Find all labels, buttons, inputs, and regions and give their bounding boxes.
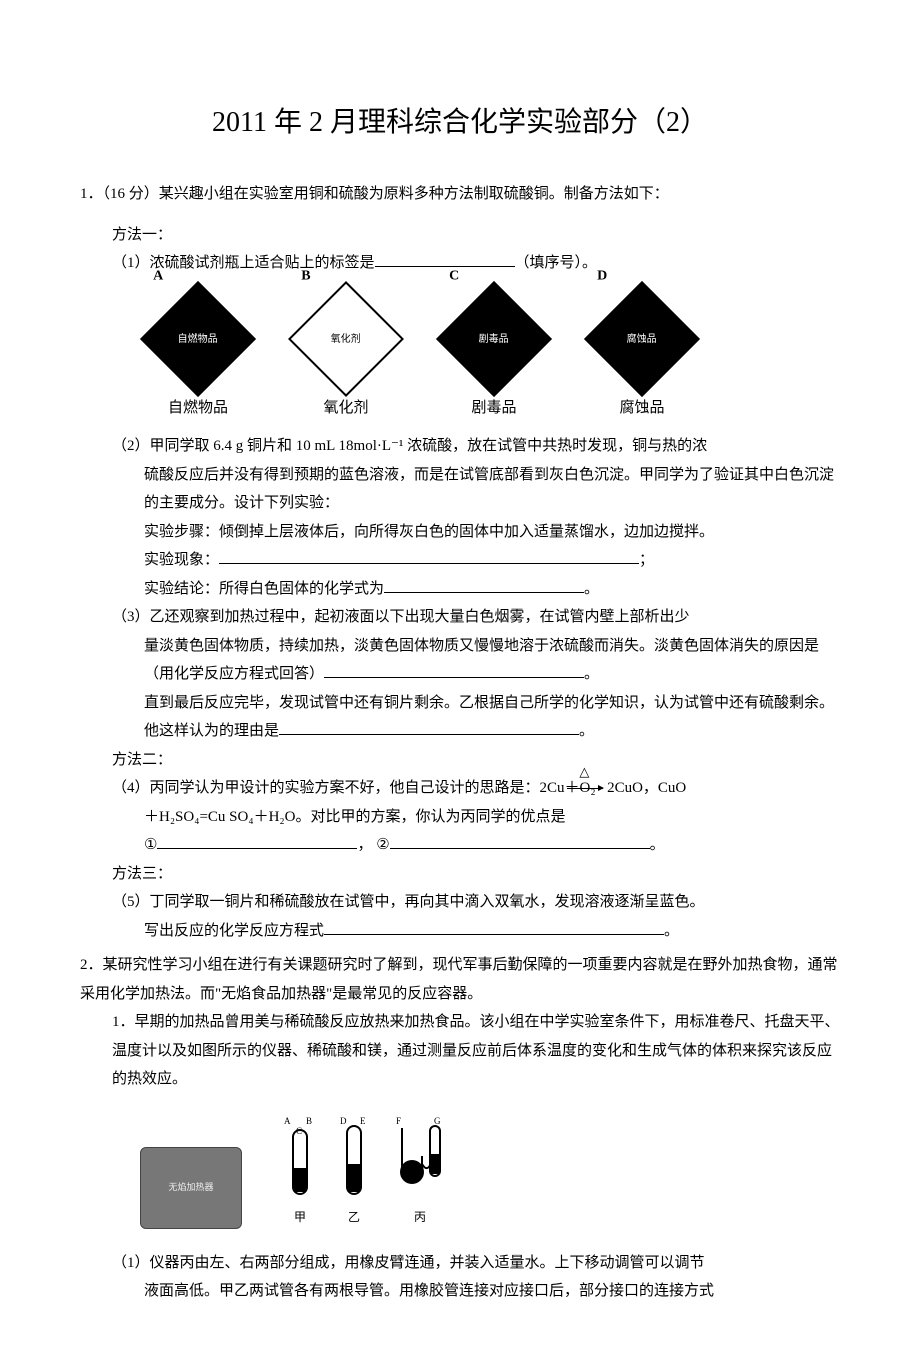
hazard-labels-row: A 自燃物品 自燃物品 B 氧化剂 氧化剂 C 剧毒品 剧毒品 <box>128 286 840 423</box>
blank-p3-reason <box>279 719 579 735</box>
hazard-c-name: 剧毒品 <box>471 394 516 423</box>
q1-p5-b: 写出反应的化学反应方程式 <box>144 923 324 939</box>
period-5: 。 <box>664 923 679 939</box>
tube-yi-label: 乙 <box>348 1206 360 1229</box>
q2-stem-a: 某研究性学习小组在进行有关课题研究时了解到，现代军事后勤保障的一项重要内容就是在… <box>80 957 838 1002</box>
question-1: 1．（16 分）某兴趣小组在实验室用铜和硫酸为原料多种方法制取硫酸铜。制备方法如… <box>80 180 840 209</box>
svg-text:G: G <box>434 1116 441 1126</box>
svg-text:E: E <box>360 1116 366 1126</box>
option-2-label: ② <box>376 831 389 860</box>
q1-part5-line1: （5）丁同学取一铜片和稀硫酸放在试管中，再向其中滴入双氧水，发现溶液逐渐呈蓝色。 <box>112 888 840 917</box>
q2-part1-line2: 液面高低。甲乙两试管各有两根导管。用橡胶管连接对应接口后，部分接口的连接方式 <box>144 1277 840 1306</box>
period-4: 。 <box>650 837 665 853</box>
reaction-arrow-icon <box>567 788 603 789</box>
period-3: 。 <box>579 723 594 739</box>
blank-opt2 <box>390 833 650 849</box>
q2-part1-line1: （1）仪器丙由左、右两部分组成，用橡皮臂连通，并装入适量水。上下移动调管可以调节 <box>112 1249 840 1278</box>
svg-text:A: A <box>284 1116 291 1126</box>
hazard-d-text: 腐蚀品 <box>627 333 657 344</box>
q1-stem: 某兴趣小组在实验室用铜和硫酸为原料多种方法制取硫酸铜。制备方法如下： <box>159 186 669 202</box>
q1-part4-options: ① ， ② 。 <box>144 831 840 860</box>
blank-p3-eq <box>324 662 584 678</box>
hazard-c: C 剧毒品 剧毒品 <box>424 286 564 423</box>
svg-text:D: D <box>340 1116 347 1126</box>
apparatus-photo: 无焰加热器 <box>140 1147 242 1229</box>
q1-p4-b: 2CuO，CuO <box>607 780 686 796</box>
hazard-c-letter: C <box>449 263 459 290</box>
q1-part1: （1）浓硫酸试剂瓶上适合贴上的标签是 （填序号）。 <box>112 249 840 278</box>
hazard-a-text: 自燃物品 <box>178 333 218 344</box>
period-1: 。 <box>584 581 599 597</box>
q1-part3-line3: 直到最后反应完毕，发现试管中还有铜片剩余。乙根据自己所学的化学知识，认为试管中还… <box>144 689 840 746</box>
q2-sub1-text: 早期的加热品曾用美与稀硫酸反应放热来加热食品。该小组在中学实验室条件下，用标准卷… <box>112 1014 840 1087</box>
tube-yi: DE 乙 <box>336 1114 372 1229</box>
blank-q1-1 <box>375 251 515 267</box>
hazard-b-letter: B <box>301 263 310 290</box>
blank-conc <box>384 577 584 593</box>
question-2: 2．某研究性学习小组在进行有关课题研究时了解到，现代军事后勤保障的一项重要内容就… <box>80 951 840 1008</box>
q1-part2-line2: 硫酸反应后并没有得到预期的蓝色溶液，而是在试管底部看到灰白色沉淀。甲同学为了验证… <box>144 461 840 518</box>
tube-jia-icon: AB C <box>282 1114 318 1204</box>
q1-part2-line1: （2）甲同学取 6.4 g 铜片和 10 mL 18mol·L⁻¹ 浓硫酸，放在… <box>112 432 840 461</box>
hazard-a-name: 自燃物品 <box>168 394 228 423</box>
q1-part3-line1: （3）乙还观察到加热过程中，起初液面以下出现大量白色烟雾，在试管内壁上部析出少 <box>112 603 840 632</box>
apparatus-tubes: AB C 甲 DE 乙 <box>282 1114 450 1229</box>
q1-part2-step: 实验步骤：倾倒掉上层液体后，向所得灰白色的固体中加入适量蒸馏水，边加边搅拌。 <box>144 518 840 547</box>
q1-p1-prefix: （1）浓硫酸试剂瓶上适合贴上的标签是 <box>112 255 375 271</box>
q1-part4-line1: （4）丙同学认为甲设计的实验方案不好，他自己设计的思路是：2Cu＋O₂ △ 2C… <box>112 774 840 803</box>
q1-part3-line2: 量淡黄色固体物质，持续加热，淡黄色固体物质又慢慢地溶于浓硫酸而消失。淡黄色固体消… <box>144 632 840 689</box>
tube-bing-icon: FG <box>390 1114 450 1204</box>
page-title: 2011 年 2 月理科综合化学实验部分（2） <box>80 100 840 140</box>
hazard-c-text: 剧毒品 <box>479 333 509 344</box>
hazard-a: A 自燃物品 自燃物品 <box>128 286 268 423</box>
hazard-b: B 氧化剂 氧化剂 <box>276 286 416 423</box>
q2-sub1-num: 1． <box>112 1014 135 1030</box>
hazard-d: D 腐蚀品 腐蚀品 <box>572 286 712 423</box>
hazard-d-letter: D <box>597 263 607 290</box>
tube-yi-icon: DE <box>336 1114 372 1204</box>
q1-part2-conc: 实验结论：所得白色固体的化学式为 。 <box>144 575 840 604</box>
q1-part5-line2: 写出反应的化学反应方程式 。 <box>144 917 840 946</box>
q2-number: 2． <box>80 957 103 973</box>
q2-sub1: 1．早期的加热品曾用美与稀硫酸反应放热来加热食品。该小组在中学实验室条件下，用标… <box>112 1008 840 1094</box>
tube-bing-label: 丙 <box>414 1206 426 1229</box>
apparatus-row: 无焰加热器 AB C 甲 DE <box>140 1114 840 1229</box>
hazard-c-diamond: C 剧毒品 <box>436 281 552 397</box>
hazard-a-diamond: A 自燃物品 <box>140 281 256 397</box>
hazard-b-name: 氧化剂 <box>323 394 368 423</box>
q1-part2-obs: 实验现象： ； <box>144 546 840 575</box>
blank-p5-eq <box>324 919 664 935</box>
heater-image-icon: 无焰加热器 <box>140 1147 242 1229</box>
q1-p2-conc-label: 实验结论：所得白色固体的化学式为 <box>144 581 384 597</box>
q1-p4-a: （4）丙同学认为甲设计的实验方案不好，他自己设计的思路是：2Cu＋O₂ <box>112 780 596 796</box>
svg-text:F: F <box>396 1116 401 1126</box>
q1-p1-suffix: （填序号）。 <box>515 255 598 271</box>
tube-jia: AB C 甲 <box>282 1114 318 1229</box>
hazard-d-diamond: D 腐蚀品 <box>584 281 700 397</box>
tube-jia-label: 甲 <box>294 1206 306 1229</box>
comma-1: ， <box>357 837 372 853</box>
hazard-a-letter: A <box>153 263 163 290</box>
semicolon-1: ； <box>639 552 654 568</box>
q1-number: 1．（16 分） <box>80 186 159 202</box>
blank-obs <box>219 548 639 564</box>
q1-p2-obs-label: 实验现象： <box>144 552 219 568</box>
q1-part4-line2: ＋H₂SO₄=Cu SO₄＋H₂O。对比甲的方案，你认为丙同学的优点是 <box>144 803 840 832</box>
blank-opt1 <box>157 833 357 849</box>
method-two-label: 方法二： <box>112 746 840 775</box>
period-2: 。 <box>584 666 599 682</box>
method-three-label: 方法三： <box>112 860 840 889</box>
hazard-b-text: 氧化剂 <box>331 333 361 344</box>
hazard-d-name: 腐蚀品 <box>619 394 664 423</box>
method-one-label: 方法一： <box>112 221 840 250</box>
hazard-b-diamond: B 氧化剂 <box>288 281 404 397</box>
svg-text:B: B <box>306 1116 312 1126</box>
tube-bing: FG 丙 <box>390 1114 450 1229</box>
option-1-label: ① <box>144 831 157 860</box>
